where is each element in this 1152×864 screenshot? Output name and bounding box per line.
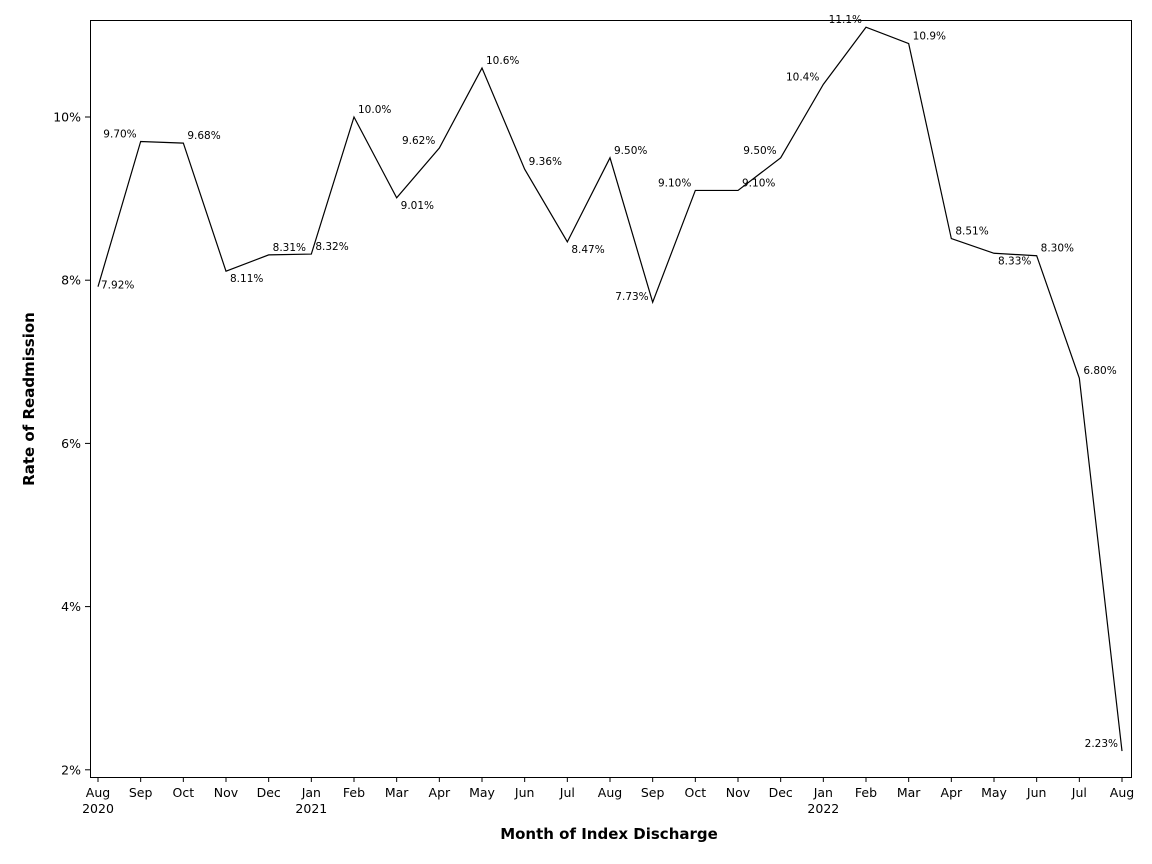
data-label: 8.32% (315, 241, 348, 253)
data-label: 6.80% (1083, 365, 1116, 377)
x-tick-label: Jul (559, 785, 575, 800)
data-label: 7.73% (615, 291, 648, 303)
x-tick-label: Sep (641, 785, 665, 800)
data-label: 8.30% (1041, 243, 1074, 255)
x-tick-label: Aug (1110, 785, 1134, 800)
x-tick-label: Sep (129, 785, 153, 800)
x-tick-label: Aug (598, 785, 622, 800)
y-axis: 2% 4% 6% 8% 10% (53, 110, 90, 777)
data-label: 10.0% (358, 104, 391, 116)
x-tick-label: Feb (343, 785, 365, 800)
data-label: 8.31% (273, 242, 306, 254)
x-tick-label: Apr (429, 785, 451, 800)
data-label: 8.33% (998, 255, 1031, 267)
x-tick-label: Jun (514, 785, 535, 800)
data-label: 10.4% (786, 71, 819, 83)
x-tick-label: Nov (214, 785, 239, 800)
data-label: 9.50% (614, 145, 647, 157)
data-label: 10.6% (486, 55, 519, 67)
x-tick-label: Jan (813, 785, 833, 800)
x-tick-label: Mar (897, 785, 921, 800)
x-tick-label: Apr (941, 785, 963, 800)
data-label: 8.51% (955, 226, 988, 238)
x-tick-label: Jul (1071, 785, 1087, 800)
data-label: 9.36% (529, 156, 562, 168)
plot-frame (90, 20, 1132, 778)
data-label: 9.50% (743, 145, 776, 157)
data-label: 8.47% (571, 244, 604, 256)
y-tick-label: 10% (53, 110, 81, 125)
x-tick-label: Oct (685, 785, 707, 800)
x-tick-year-label: 2020 (82, 801, 114, 816)
data-label: 9.70% (103, 128, 136, 140)
readmission-rate-line (97, 26, 1123, 752)
x-tick-year-label: 2021 (295, 801, 327, 816)
y-tick-label: 2% (61, 762, 81, 777)
x-tick-label: May (469, 785, 495, 800)
data-label: 11.1% (829, 14, 862, 26)
data-label: 9.62% (402, 135, 435, 147)
x-tick-label: Jan (301, 785, 321, 800)
x-tick-label: Oct (173, 785, 195, 800)
x-axis-title: Month of Index Discharge (500, 825, 718, 843)
data-label: 9.68% (187, 130, 220, 142)
data-label: 9.01% (401, 200, 434, 212)
x-tick-label: Nov (726, 785, 751, 800)
data-label: 2.23% (1085, 738, 1118, 750)
data-label: 10.9% (913, 31, 946, 43)
x-tick-label: May (981, 785, 1007, 800)
x-tick-label: Jun (1026, 785, 1047, 800)
data-label: 9.10% (658, 177, 691, 189)
data-label: 7.92% (101, 280, 134, 292)
data-label: 8.11% (230, 273, 263, 285)
data-labels: 7.92% 9.70% 9.68% 8.11% 8.31% 8.32% 10.0% 9.01%… (101, 14, 1118, 750)
x-tick-label: Mar (385, 785, 409, 800)
data-label: 9.10% (742, 177, 775, 189)
x-tick-label: Dec (257, 785, 281, 800)
x-tick-year-label: 2022 (807, 801, 839, 816)
y-tick-label: 6% (61, 436, 81, 451)
x-tick-label: Aug (86, 785, 110, 800)
y-tick-label: 4% (61, 599, 81, 614)
y-tick-label: 8% (61, 273, 81, 288)
x-tick-label: Dec (769, 785, 793, 800)
y-axis-title: Rate of Readmission (20, 312, 38, 486)
x-tick-label: Feb (855, 785, 877, 800)
